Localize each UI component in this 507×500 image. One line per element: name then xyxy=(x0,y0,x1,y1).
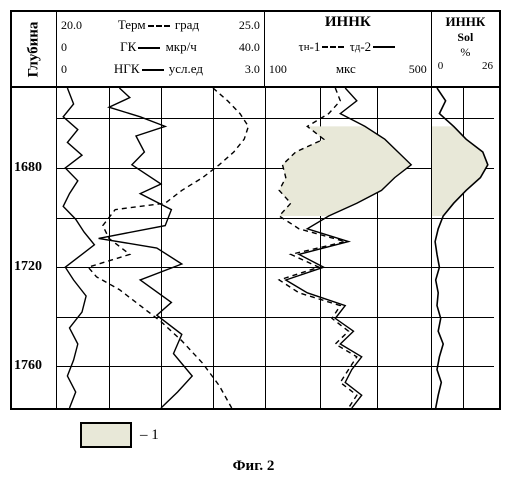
track3-header: ИННКSol%026 xyxy=(432,12,499,86)
depth-column: 1680 1720 1760 xyxy=(12,88,57,408)
depth-tick: 1760 xyxy=(14,358,42,374)
track1 xyxy=(57,88,266,408)
track2-curves-legend: τн-1 τд-2 xyxy=(269,36,427,58)
header-scale-line: 20.0Терм град25.0 xyxy=(61,14,260,36)
depth-tick: 1680 xyxy=(14,160,42,176)
well-log-panel: Глубина 20.0Терм град25.00ГК мкр/ч40.00Н… xyxy=(10,10,501,410)
legend: – 1 xyxy=(80,422,497,448)
legend-swatch xyxy=(80,422,132,448)
track2-scale: 100мкс500 xyxy=(269,58,427,80)
figure-caption: Фиг. 2 xyxy=(10,458,497,475)
track2 xyxy=(266,88,432,408)
track2-title: ИННК xyxy=(269,14,427,36)
depth-axis-label: Глубина xyxy=(26,21,43,77)
log-body: 1680 1720 1760 xyxy=(12,88,499,408)
header-row: Глубина 20.0Терм град25.00ГК мкр/ч40.00Н… xyxy=(12,12,499,88)
track1-header: 20.0Терм град25.00ГК мкр/ч40.00НГК усл.е… xyxy=(57,12,265,86)
depth-header: Глубина xyxy=(12,12,57,86)
legend-label: – 1 xyxy=(140,427,159,444)
depth-tick: 1720 xyxy=(14,259,42,275)
header-scale-line: 0ГК мкр/ч40.0 xyxy=(61,36,260,58)
track3 xyxy=(432,88,494,408)
header-scale-line: 0НГК усл.ед3.0 xyxy=(61,58,260,80)
track2-header: ИННКτн-1 τд-2100мкс500 xyxy=(265,12,432,86)
